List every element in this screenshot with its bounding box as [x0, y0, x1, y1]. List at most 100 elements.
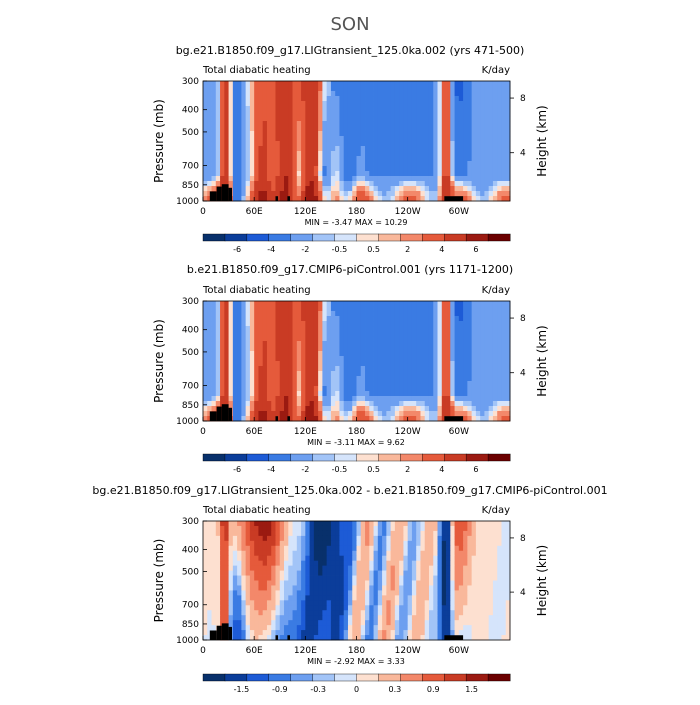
heatmap-cell — [237, 526, 242, 531]
heatmap-cell — [271, 321, 276, 326]
heatmap-cell — [433, 610, 438, 615]
heatmap-cell — [357, 96, 362, 101]
heatmap-cell — [497, 196, 502, 201]
heatmap-cell — [374, 171, 379, 176]
heatmap-cell — [339, 96, 344, 101]
heatmap-cell — [305, 151, 310, 156]
heatmap-cell — [212, 600, 217, 605]
topography-block — [222, 404, 229, 421]
heatmap-cell — [310, 566, 315, 571]
heatmap-cell — [412, 121, 417, 126]
heatmap-cell — [357, 351, 362, 356]
heatmap-cell — [301, 311, 306, 316]
heatmap-cell — [212, 361, 217, 366]
colorbar-tick-label: 4 — [439, 245, 444, 254]
heatmap-cell — [288, 176, 293, 181]
heatmap-cell — [224, 346, 229, 351]
heatmap-cell — [497, 561, 502, 566]
heatmap-cell — [344, 116, 349, 121]
heatmap-cell — [403, 610, 408, 615]
heatmap-cell — [254, 126, 259, 131]
heatmap-cell — [450, 181, 455, 186]
heatmap-cell — [241, 531, 246, 536]
heatmap-cell — [284, 126, 289, 131]
heatmap-cell — [484, 86, 489, 91]
heatmap-cell — [216, 571, 221, 576]
heatmap-cell — [207, 141, 212, 146]
heatmap-cell — [403, 136, 408, 141]
heatmap-cell — [438, 381, 443, 386]
heatmap-cell — [305, 121, 310, 126]
heatmap-cell — [220, 610, 225, 615]
heatmap-cell — [446, 376, 451, 381]
heatmap-cell — [450, 521, 455, 526]
heatmap-cell — [301, 590, 306, 595]
heatmap-cell — [203, 126, 208, 131]
heatmap-cell — [327, 126, 332, 131]
heatmap-cell — [216, 581, 221, 586]
heatmap-cell — [293, 91, 298, 96]
heatmap-cell — [216, 366, 221, 371]
heatmap-cell — [203, 196, 208, 201]
heatmap-cell — [399, 406, 404, 411]
heatmap-cell — [497, 566, 502, 571]
heatmap-cell — [310, 176, 315, 181]
heatmap-cell — [399, 361, 404, 366]
heatmap-cell — [467, 521, 472, 526]
heatmap-cell — [246, 186, 251, 191]
heatmap-cell — [301, 361, 306, 366]
heatmap-cell — [314, 585, 319, 590]
heatmap-cell — [395, 541, 400, 546]
heatmap-cell — [399, 156, 404, 161]
heatmap-cell — [331, 376, 336, 381]
heatmap-cell — [224, 126, 229, 131]
heatmap-cell — [476, 411, 481, 416]
heatmap-cell — [429, 416, 434, 421]
colorbar-swatch — [269, 234, 291, 241]
heatmap-cell — [212, 366, 217, 371]
heatmap-cell — [442, 610, 447, 615]
heatmap-cell — [314, 306, 319, 311]
heatmap-cell — [314, 126, 319, 131]
heatmap-cell — [357, 81, 362, 86]
heatmap-cell — [301, 81, 306, 86]
heatmap-cell — [365, 396, 370, 401]
heatmap-cell — [357, 541, 362, 546]
heatmap-cell — [293, 101, 298, 106]
heatmap-cell — [275, 351, 280, 356]
heatmap-cell — [275, 166, 280, 171]
heatmap-cell — [472, 91, 477, 96]
heatmap-cell — [310, 171, 315, 176]
heatmap-cell — [489, 161, 494, 166]
heatmap-cell — [391, 336, 396, 341]
heatmap-cell — [314, 536, 319, 541]
heatmap-cell — [433, 191, 438, 196]
heatmap-cell — [241, 546, 246, 551]
heatmap-cell — [357, 121, 362, 126]
heatmap-cell — [258, 590, 263, 595]
heatmap-cell — [301, 176, 306, 181]
heatmap-cell — [348, 531, 353, 536]
heatmap-cell — [391, 301, 396, 306]
heatmap-cell — [288, 181, 293, 186]
heatmap-cell — [399, 141, 404, 146]
heatmap-cell — [216, 396, 221, 401]
heatmap-cell — [391, 311, 396, 316]
heatmap-cell — [207, 136, 212, 141]
heatmap-cell — [297, 396, 302, 401]
heatmap-cell — [374, 316, 379, 321]
heatmap-cell — [297, 306, 302, 311]
heatmap-cell — [271, 581, 276, 586]
heatmap-cell — [327, 156, 332, 161]
heatmap-cell — [220, 561, 225, 566]
heatmap-cell — [263, 161, 268, 166]
heatmap-cell — [484, 96, 489, 101]
heatmap-cell — [369, 161, 374, 166]
heatmap-cell — [318, 141, 323, 146]
heatmap-cell — [275, 546, 280, 551]
heatmap-cell — [497, 381, 502, 386]
heatmap-cell — [318, 595, 323, 600]
heatmap-cell — [484, 381, 489, 386]
heatmap-cell — [446, 396, 451, 401]
heatmap-cell — [310, 96, 315, 101]
